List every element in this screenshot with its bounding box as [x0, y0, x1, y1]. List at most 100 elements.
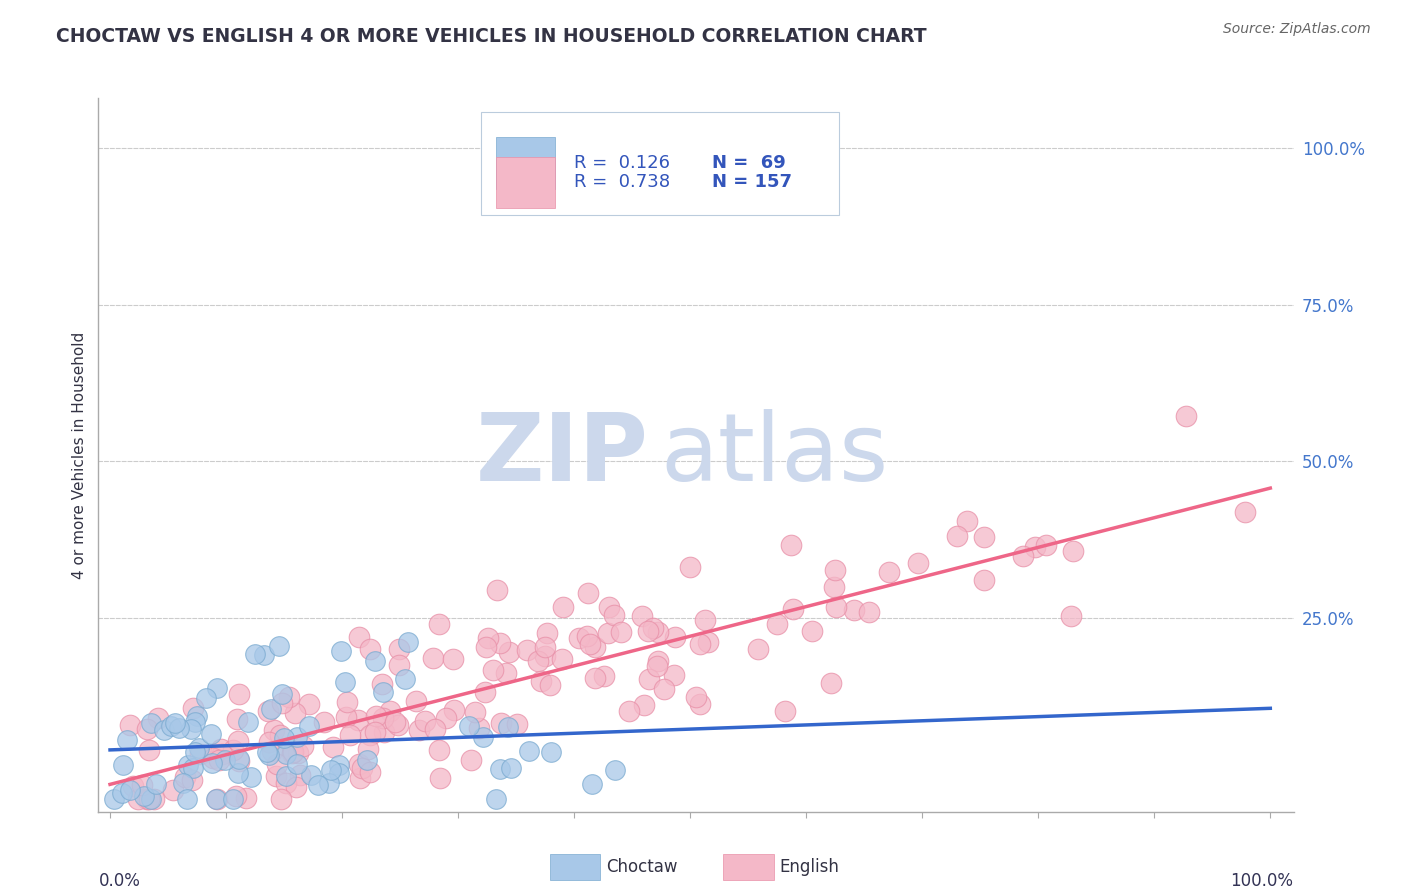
Point — [181, 772, 204, 787]
Point — [188, 747, 211, 761]
Point — [208, 753, 231, 767]
Point — [568, 631, 591, 645]
Point — [152, 723, 174, 737]
Point — [270, 792, 292, 806]
Point — [583, 640, 606, 654]
Point — [257, 704, 280, 718]
Point — [664, 630, 686, 644]
Point — [538, 677, 561, 691]
Point — [253, 648, 276, 662]
Point — [641, 621, 664, 635]
Point — [363, 724, 385, 739]
Point — [825, 600, 848, 615]
FancyBboxPatch shape — [550, 854, 600, 880]
Point — [907, 556, 929, 570]
FancyBboxPatch shape — [496, 157, 555, 208]
Point — [257, 734, 280, 748]
Point — [118, 783, 141, 797]
Point — [516, 643, 538, 657]
Point — [593, 669, 616, 683]
Point — [184, 714, 207, 729]
Point — [136, 792, 159, 806]
Point — [162, 782, 184, 797]
Point — [775, 705, 797, 719]
Point — [127, 792, 149, 806]
Point — [290, 768, 312, 782]
Point — [236, 715, 259, 730]
Point — [394, 672, 416, 686]
Point — [575, 629, 598, 643]
Point — [136, 723, 159, 737]
Point — [262, 743, 284, 757]
Point — [371, 711, 394, 725]
Point — [576, 585, 599, 599]
Point — [285, 780, 308, 794]
Point — [356, 754, 378, 768]
Point — [195, 690, 218, 705]
Point — [111, 786, 134, 800]
Point — [427, 616, 450, 631]
Point — [134, 789, 156, 803]
Point — [285, 730, 308, 744]
Point — [489, 762, 512, 776]
Point — [298, 718, 321, 732]
Point — [228, 765, 250, 780]
Point — [181, 701, 204, 715]
Point — [186, 709, 208, 723]
Point — [138, 743, 160, 757]
Point — [226, 712, 249, 726]
Point — [526, 653, 548, 667]
Point — [633, 698, 655, 712]
Point — [1233, 505, 1256, 519]
Point — [1024, 540, 1046, 554]
Text: N =  69: N = 69 — [711, 154, 786, 172]
Point — [396, 635, 419, 649]
Point — [408, 723, 430, 737]
Point — [359, 641, 381, 656]
Point — [371, 676, 394, 690]
Point — [103, 792, 125, 806]
Point — [436, 710, 458, 724]
Point — [946, 529, 969, 543]
Point — [496, 720, 519, 734]
Point — [314, 715, 336, 730]
Point — [485, 582, 508, 597]
Point — [364, 653, 387, 667]
Text: CHOCTAW VS ENGLISH 4 OR MORE VEHICLES IN HOUSEHOLD CORRELATION CHART: CHOCTAW VS ENGLISH 4 OR MORE VEHICLES IN… — [56, 27, 927, 45]
Point — [553, 599, 575, 614]
Point — [685, 690, 707, 705]
Point — [645, 658, 668, 673]
FancyBboxPatch shape — [481, 112, 839, 215]
Point — [209, 741, 232, 756]
Point — [347, 713, 370, 727]
Point — [207, 792, 229, 806]
Point — [823, 580, 845, 594]
Point — [782, 602, 804, 616]
Point — [180, 722, 202, 736]
Point — [1035, 538, 1057, 552]
Point — [540, 745, 562, 759]
Point — [269, 728, 291, 742]
Text: Choctaw: Choctaw — [606, 858, 678, 876]
Point — [271, 687, 294, 701]
Point — [529, 674, 551, 689]
Point — [328, 757, 350, 772]
Point — [347, 756, 370, 771]
Point — [457, 719, 479, 733]
Point — [176, 792, 198, 806]
Point — [357, 742, 380, 756]
Point — [283, 745, 305, 759]
Point — [259, 747, 281, 762]
Point — [333, 675, 356, 690]
Point — [422, 651, 444, 665]
Point — [697, 634, 720, 648]
Point — [359, 765, 381, 780]
Point — [139, 715, 162, 730]
Point — [274, 776, 297, 790]
Point — [335, 710, 357, 724]
Point — [173, 770, 195, 784]
Point — [146, 711, 169, 725]
Point — [339, 728, 361, 742]
Point — [169, 721, 191, 735]
Point — [139, 792, 162, 806]
